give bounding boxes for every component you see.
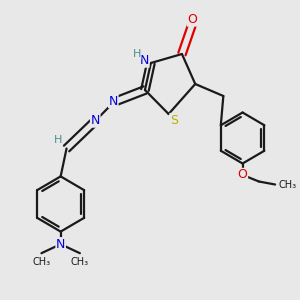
Text: S: S [170,113,178,127]
Text: H: H [133,49,141,59]
Text: N: N [91,114,100,127]
Text: H: H [53,135,62,145]
Text: O: O [187,13,197,26]
Text: N: N [109,94,118,108]
Text: CH₃: CH₃ [71,257,89,267]
Text: N: N [140,54,149,67]
Text: O: O [238,168,248,182]
Text: CH₃: CH₃ [32,257,50,267]
Text: N: N [56,238,65,251]
Text: CH₃: CH₃ [278,179,296,190]
